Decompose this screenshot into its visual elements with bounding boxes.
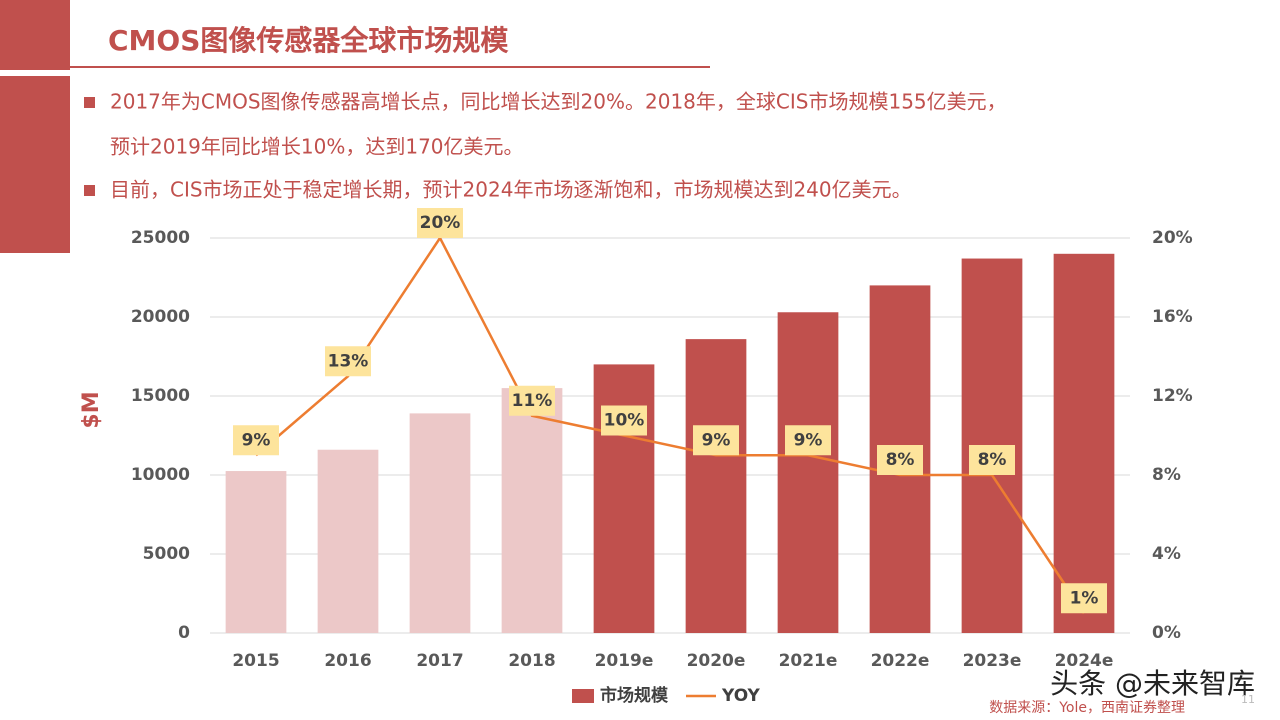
bullet-text: 预计2019年同比增长10%，达到170亿美元。 <box>110 135 524 159</box>
decor-block <box>0 76 70 253</box>
x-tick-label: 2015 <box>232 651 279 671</box>
data-label-box <box>233 425 279 456</box>
data-label: 9% <box>242 430 271 450</box>
data-label-box <box>325 346 371 377</box>
x-tick-label: 2019e <box>595 651 654 671</box>
bullet-icon <box>84 97 95 108</box>
bar <box>409 413 471 633</box>
bullet-text: 2017年为CMOS图像传感器高增长点，同比增长达到20%。2018年，全球CI… <box>110 90 1007 114</box>
title: CMOS图像传感器全球市场规模 <box>108 24 509 57</box>
page-number: 11 <box>1241 693 1255 706</box>
y2-tick-label: 4% <box>1152 544 1181 564</box>
y-tick-label: 25000 <box>131 228 190 248</box>
y2-tick-label: 20% <box>1152 228 1193 248</box>
line <box>255 235 1086 614</box>
x-tick-label: 2016 <box>324 651 371 671</box>
data-label-box <box>693 425 739 456</box>
y-tick-label: 5000 <box>143 544 190 564</box>
data-label-box <box>877 445 923 475</box>
y-tick-label: 0 <box>178 623 190 643</box>
bar <box>593 364 655 633</box>
data-label: 9% <box>702 430 731 450</box>
y-tick-label: 10000 <box>131 465 190 485</box>
data-label: 8% <box>978 450 1007 470</box>
data-label: 13% <box>328 351 369 371</box>
x-tick-label: 2021e <box>779 651 838 671</box>
legend-swatch <box>572 689 594 703</box>
data-label: 8% <box>886 450 915 470</box>
data-label: 10% <box>604 411 645 431</box>
data-label-box <box>1061 583 1107 614</box>
data-label: 20% <box>420 213 461 233</box>
bar <box>685 339 747 633</box>
bullet-icon <box>84 185 95 196</box>
data-label-box <box>601 405 647 436</box>
y2-tick-label: 0% <box>1152 623 1181 643</box>
y2-tick-label: 12% <box>1152 386 1193 406</box>
x-tick-label: 2020e <box>687 651 746 671</box>
bar <box>1053 253 1115 634</box>
decor-block <box>0 0 70 70</box>
x-tick-label: 2023e <box>963 651 1022 671</box>
y-axis-label: $M <box>79 391 104 428</box>
bar <box>501 388 563 633</box>
data-label-box <box>785 425 831 456</box>
bar <box>225 471 287 633</box>
data-label: 1% <box>1070 588 1099 608</box>
data-label: 11% <box>512 391 553 411</box>
y2-tick-label: 16% <box>1152 307 1193 327</box>
legend-label: 市场规模 <box>600 685 669 706</box>
bullet-text: 目前，CIS市场正处于稳定增长期，预计2024年市场逐渐饱和，市场规模达到240… <box>110 178 912 202</box>
y-tick-label: 20000 <box>131 307 190 327</box>
legend-label: YOY <box>721 686 761 706</box>
watermark: 头条 @未来智库 <box>1050 667 1255 700</box>
bar <box>777 312 839 633</box>
bar <box>317 449 379 633</box>
data-label-box <box>509 385 555 416</box>
y-tick-label: 15000 <box>131 386 190 406</box>
data-label-box <box>969 445 1015 475</box>
data-label: 9% <box>794 430 823 450</box>
x-tick-label: 2024e <box>1055 651 1114 671</box>
x-tick-label: 2017 <box>416 651 463 671</box>
x-tick-label: 2022e <box>871 651 930 671</box>
source: 数据来源：Yole，西南证券整理 <box>989 700 1185 716</box>
data-label-box <box>417 208 463 238</box>
y2-tick-label: 8% <box>1152 465 1181 485</box>
x-tick-label: 2018 <box>508 651 555 671</box>
